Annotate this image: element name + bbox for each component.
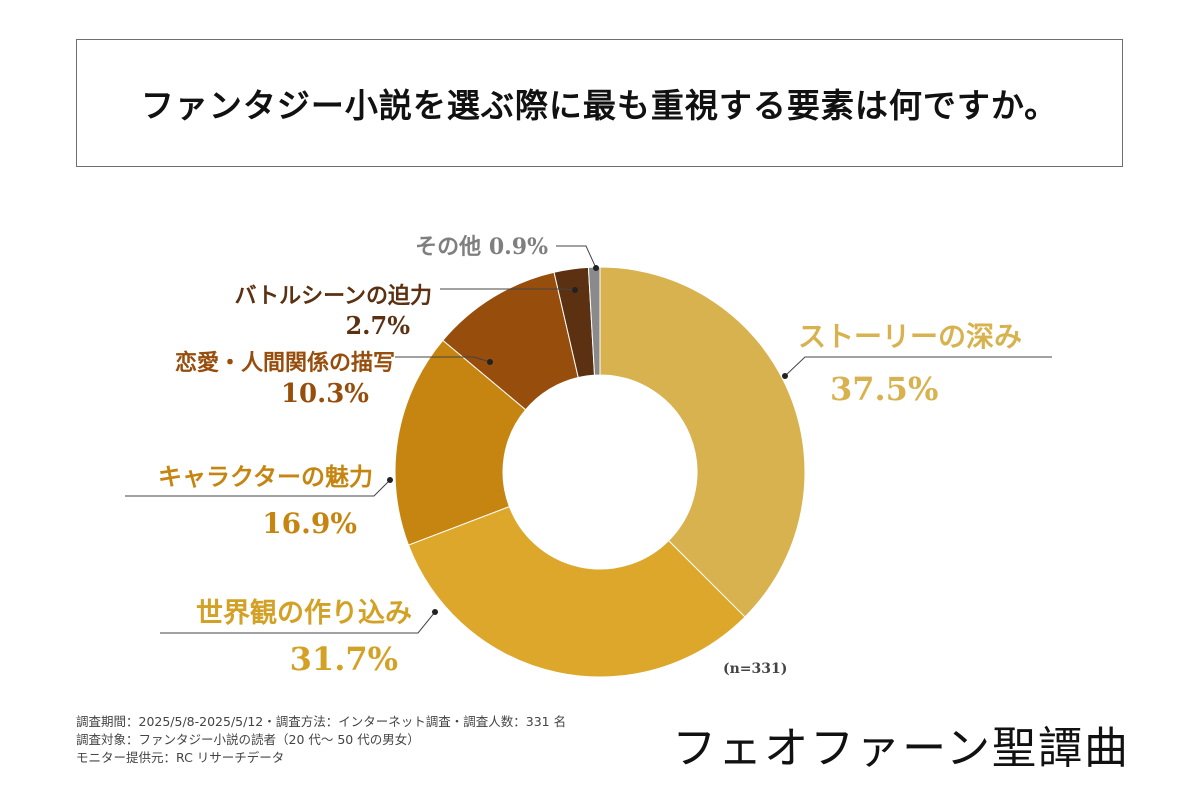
survey-target-line: 調査対象：ファンタジー小説の読者（20 代～ 50 代の男女） [76, 732, 420, 747]
leader-line-3 [395, 356, 491, 363]
survey-notes: 調査期間：2025/5/8-2025/5/12・調査方法：インターネット調査・調… [76, 713, 566, 767]
chart-title: ファンタジー小説を選ぶ際に最も重視する要素は何ですか。 [140, 86, 1059, 125]
leader-line-0 [784, 356, 1052, 377]
title-box: ファンタジー小説を選ぶ際に最も重視する要素は何ですか。 [76, 39, 1123, 167]
slice-0 [599, 266, 806, 618]
slice-label-0: ストーリーの深み [798, 320, 1022, 353]
leader-line-5 [556, 245, 597, 269]
slice-value-3: 10.3% [281, 379, 369, 409]
survey-provider-line: モニター提供元：RC リサーチデータ [76, 750, 285, 765]
leader-dot-3 [487, 359, 493, 365]
slice-label-2: キャラクターの魅力 [158, 462, 373, 491]
leader-line-4 [440, 288, 576, 291]
leader-dot-2 [387, 477, 393, 483]
slice-1 [407, 505, 746, 678]
leader-line-1 [160, 611, 436, 634]
slice-5 [587, 266, 601, 376]
slice-value-4: 2.7% [345, 311, 410, 340]
brand-logo: フェオファーン聖譚曲 [672, 723, 1130, 774]
leader-dot-0 [782, 373, 788, 379]
slice-2 [394, 339, 527, 546]
leader-dot-1 [432, 609, 438, 615]
slice-value-0: 37.5% [830, 370, 938, 408]
slice-label-4: バトルシーンの迫力 [234, 283, 432, 309]
leader-dot-5 [593, 265, 599, 271]
slice-value-1: 31.7% [290, 640, 398, 678]
sample-size: (n=331) [723, 661, 788, 677]
slice-label-5: その他 0.9% [415, 234, 548, 260]
leader-dot-4 [572, 287, 578, 293]
slice-label-1: 世界観の作り込み [196, 597, 412, 629]
slice-label-3: 恋愛・人間関係の描写 [175, 350, 395, 376]
survey-period-line: 調査期間：2025/5/8-2025/5/12・調査方法：インターネット調査・調… [76, 714, 567, 729]
slice-value-2: 16.9% [262, 507, 357, 540]
leader-line-2 [125, 479, 391, 497]
